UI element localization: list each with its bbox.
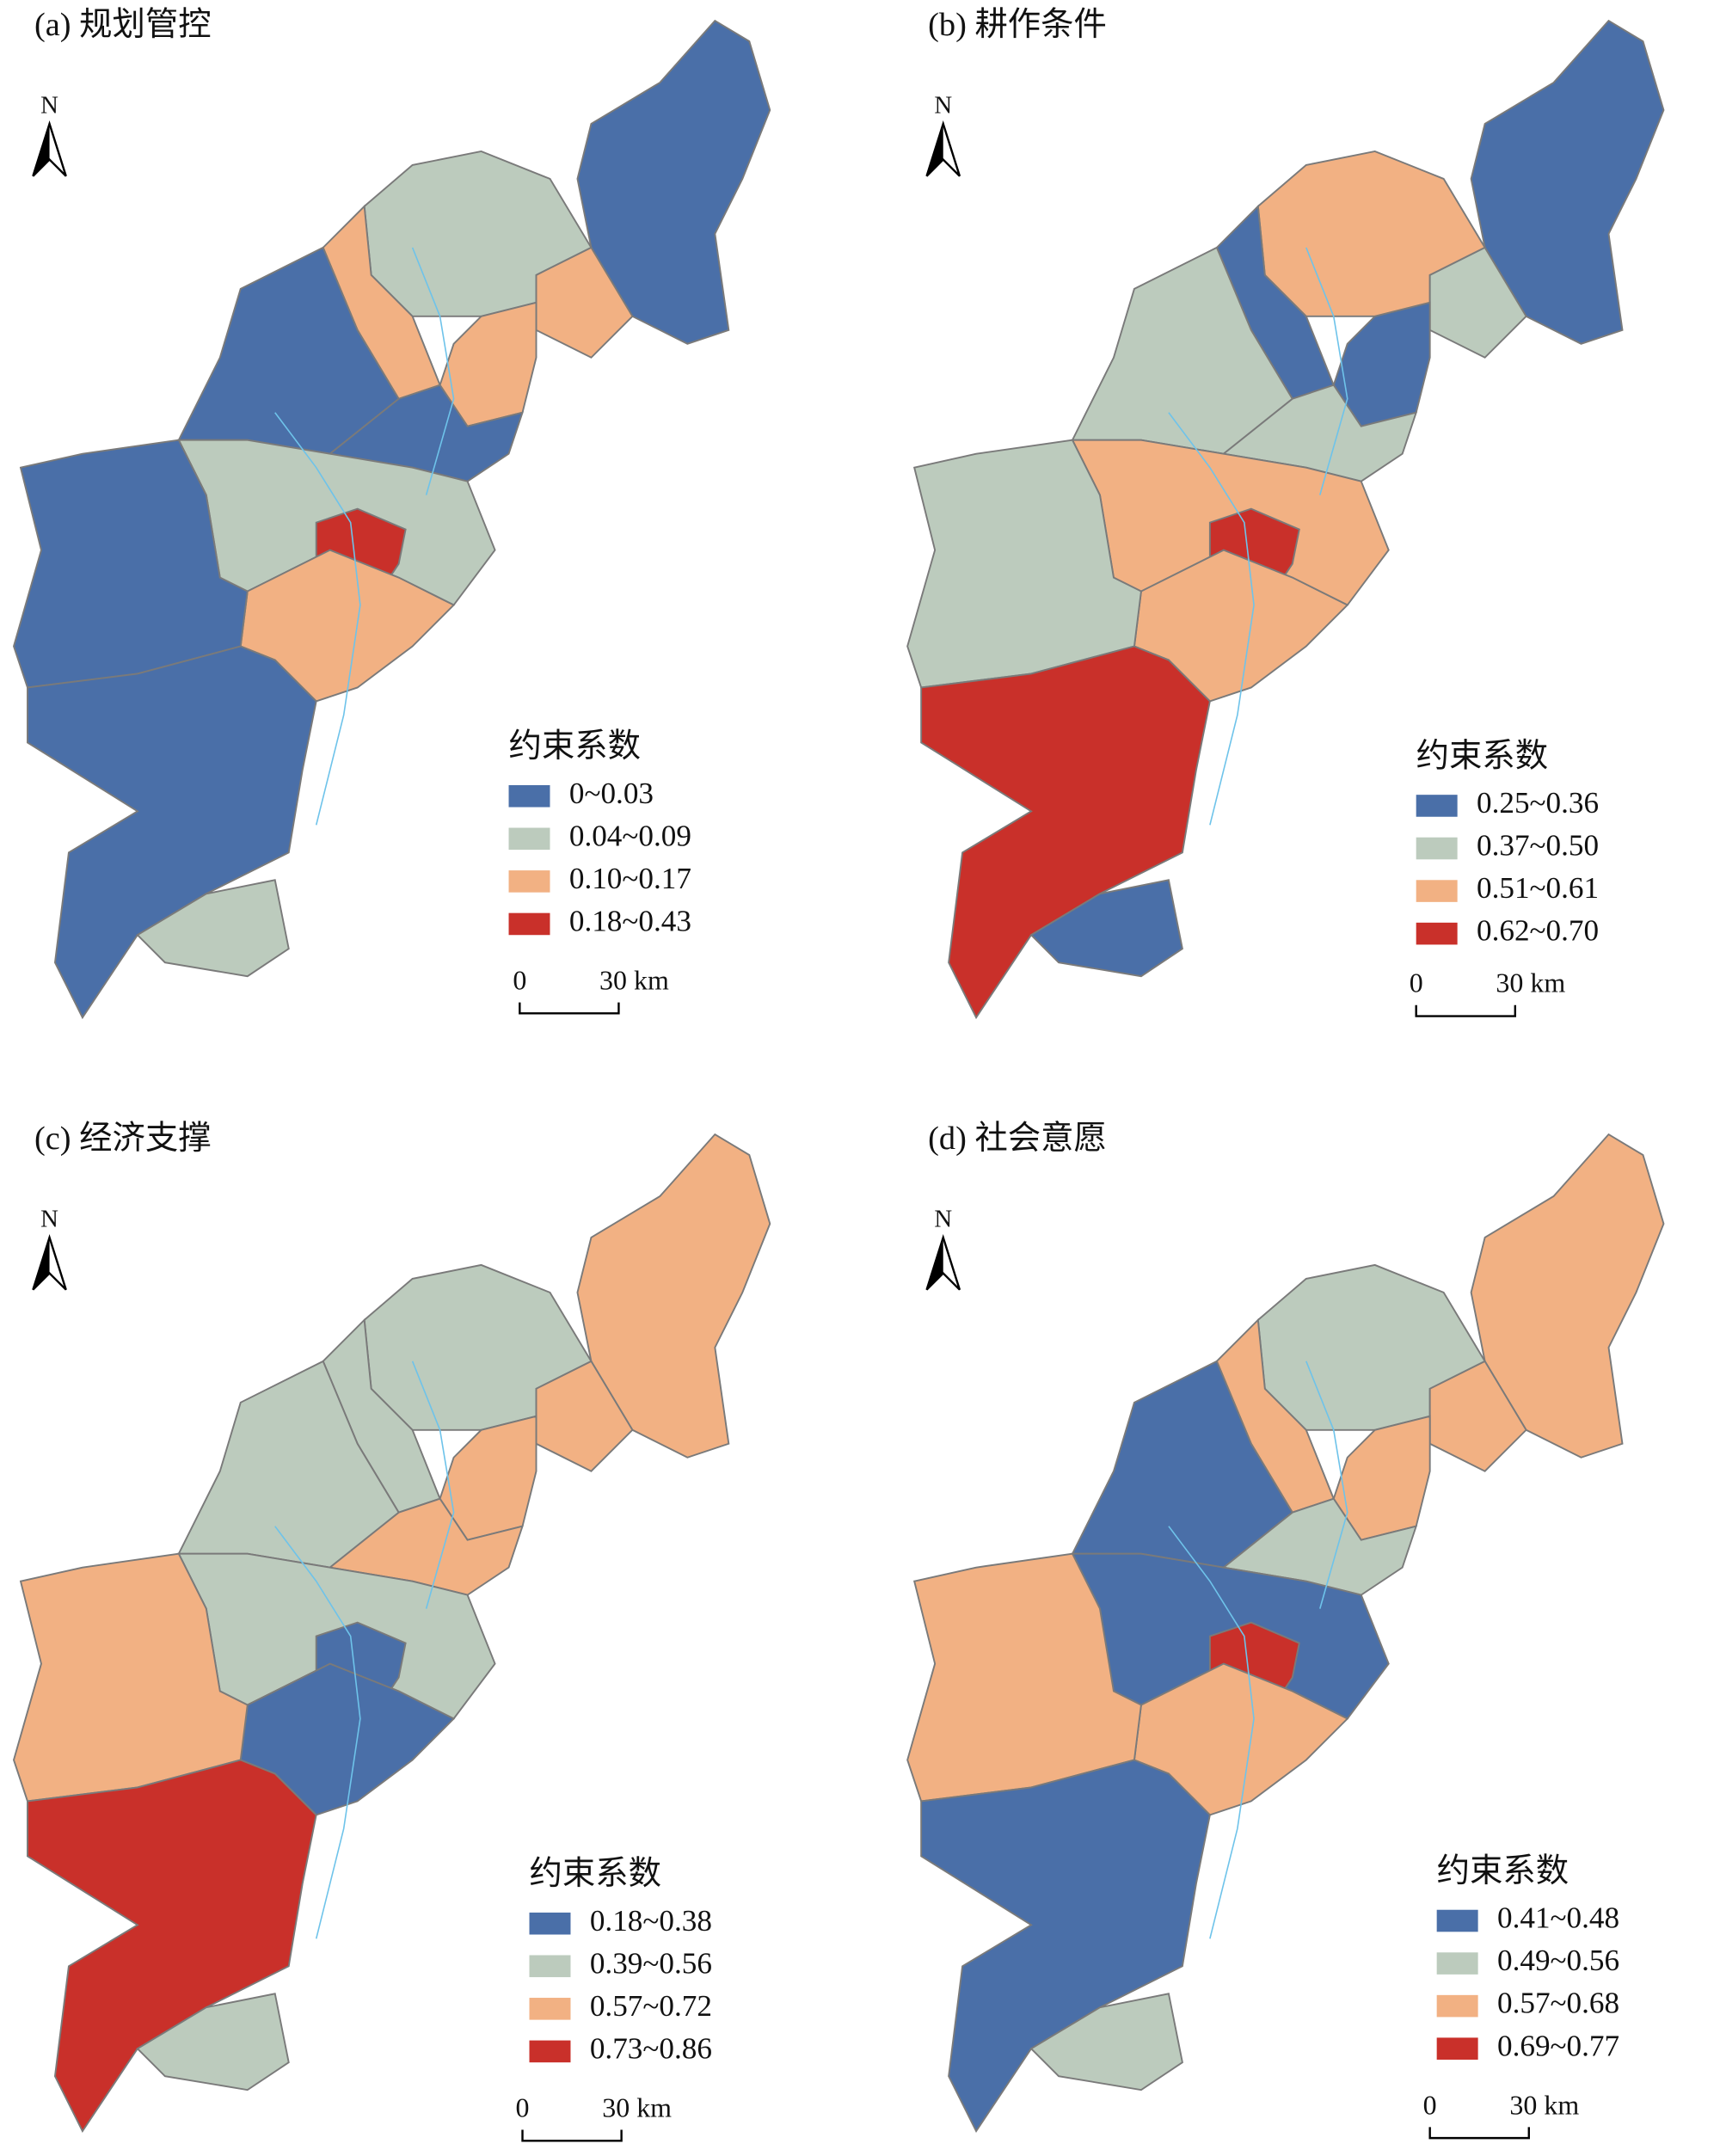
north-arrow-half <box>926 123 943 176</box>
legend-swatch <box>508 784 550 808</box>
north-label: N <box>40 91 58 119</box>
legend-swatch <box>1436 1952 1478 1975</box>
legend-swatch <box>529 1912 571 1935</box>
river <box>411 1361 455 1609</box>
legend-swatch <box>508 912 550 936</box>
legend-title: 约束系数 <box>1437 1853 1569 1889</box>
map-panel: (c) 经济支撑 N <box>12 1121 771 2134</box>
region <box>136 1993 290 2092</box>
legend-swatch <box>1416 837 1458 860</box>
river <box>1168 1526 1255 1939</box>
legend-label: 0.25~0.36 <box>1477 786 1599 820</box>
legend-swatch <box>508 870 550 893</box>
scale-label: 30 km <box>1496 968 1565 998</box>
region <box>1029 1993 1183 2092</box>
north-arrow-half <box>33 1237 50 1290</box>
panel-title: (b) 耕作条件 <box>928 7 1107 43</box>
north-label: N <box>40 1205 58 1232</box>
legend-label: 0.18~0.38 <box>590 1904 712 1938</box>
scale-label: 30 km <box>602 2092 672 2122</box>
legend-swatch <box>1436 1994 1478 2018</box>
legend-swatch <box>1416 795 1458 817</box>
legend-title: 约束系数 <box>1416 738 1548 774</box>
scale-bar <box>519 1002 620 1015</box>
legend-label: 0.69~0.77 <box>1497 2029 1619 2062</box>
legend-label: 0.18~0.43 <box>569 905 691 938</box>
panel-title: (a) 规划管控 <box>34 6 212 43</box>
legend-label: 0.57~0.72 <box>590 1989 712 2023</box>
map-panel: (d) 社会意愿 N <box>906 1120 1665 2134</box>
legend-swatch <box>508 827 550 851</box>
region <box>12 439 249 689</box>
legend-swatch <box>529 1998 571 2020</box>
legend-swatch <box>1436 1909 1478 1932</box>
river <box>411 247 455 495</box>
legend-title: 约束系数 <box>530 1856 661 1892</box>
river <box>1305 1361 1348 1609</box>
legend-label: 0.39~0.56 <box>590 1946 712 1980</box>
north-label: N <box>934 91 952 119</box>
legend-label: 0~0.03 <box>569 777 654 810</box>
legend-label: 0.10~0.17 <box>569 862 691 895</box>
legend-label: 0.49~0.56 <box>1497 1944 1619 1977</box>
river <box>1305 247 1348 495</box>
legend-swatch <box>1416 922 1458 945</box>
map-panel: (b) 耕作条件 N <box>906 7 1665 1020</box>
scale-bar <box>1428 2127 1530 2140</box>
scale-label: 0 <box>513 966 526 996</box>
region <box>906 1552 1142 1803</box>
scale-label: 0 <box>1423 2090 1437 2120</box>
legend-label: 0.73~0.86 <box>590 2031 712 2065</box>
region <box>906 439 1142 689</box>
legend-swatch <box>529 1955 571 1978</box>
scale-label: 0 <box>1410 968 1423 998</box>
panel-title: (d) 社会意愿 <box>928 1120 1107 1157</box>
river <box>1168 412 1255 826</box>
scale-bar <box>1415 1004 1516 1017</box>
north-arrow-half <box>926 1237 943 1290</box>
north-arrow-half <box>33 123 50 176</box>
legend-label: 0.51~0.61 <box>1477 871 1599 905</box>
legend-title: 约束系数 <box>509 728 641 765</box>
legend-swatch <box>1436 2037 1478 2060</box>
region <box>12 1552 249 1803</box>
scale-bar <box>521 2129 623 2142</box>
scale-label: 30 km <box>1509 2090 1579 2120</box>
region <box>1029 879 1183 978</box>
region <box>136 879 290 978</box>
scale-label: 30 km <box>599 966 669 996</box>
north-label: N <box>934 1205 952 1232</box>
legend-swatch <box>529 2040 571 2063</box>
scale-label: 0 <box>516 2092 530 2122</box>
river <box>274 1526 361 1939</box>
legend-label: 0.41~0.48 <box>1497 1901 1619 1935</box>
legend-label: 0.37~0.50 <box>1477 829 1599 863</box>
legend-swatch <box>1416 880 1458 902</box>
panel-title: (c) 经济支撑 <box>34 1121 212 1157</box>
river <box>274 412 361 826</box>
legend-label: 0.62~0.70 <box>1477 914 1599 948</box>
legend-label: 0.04~0.09 <box>569 819 691 852</box>
map-panel: (a) 规划管控 N <box>12 6 771 1020</box>
legend-label: 0.57~0.68 <box>1497 1987 1619 2020</box>
